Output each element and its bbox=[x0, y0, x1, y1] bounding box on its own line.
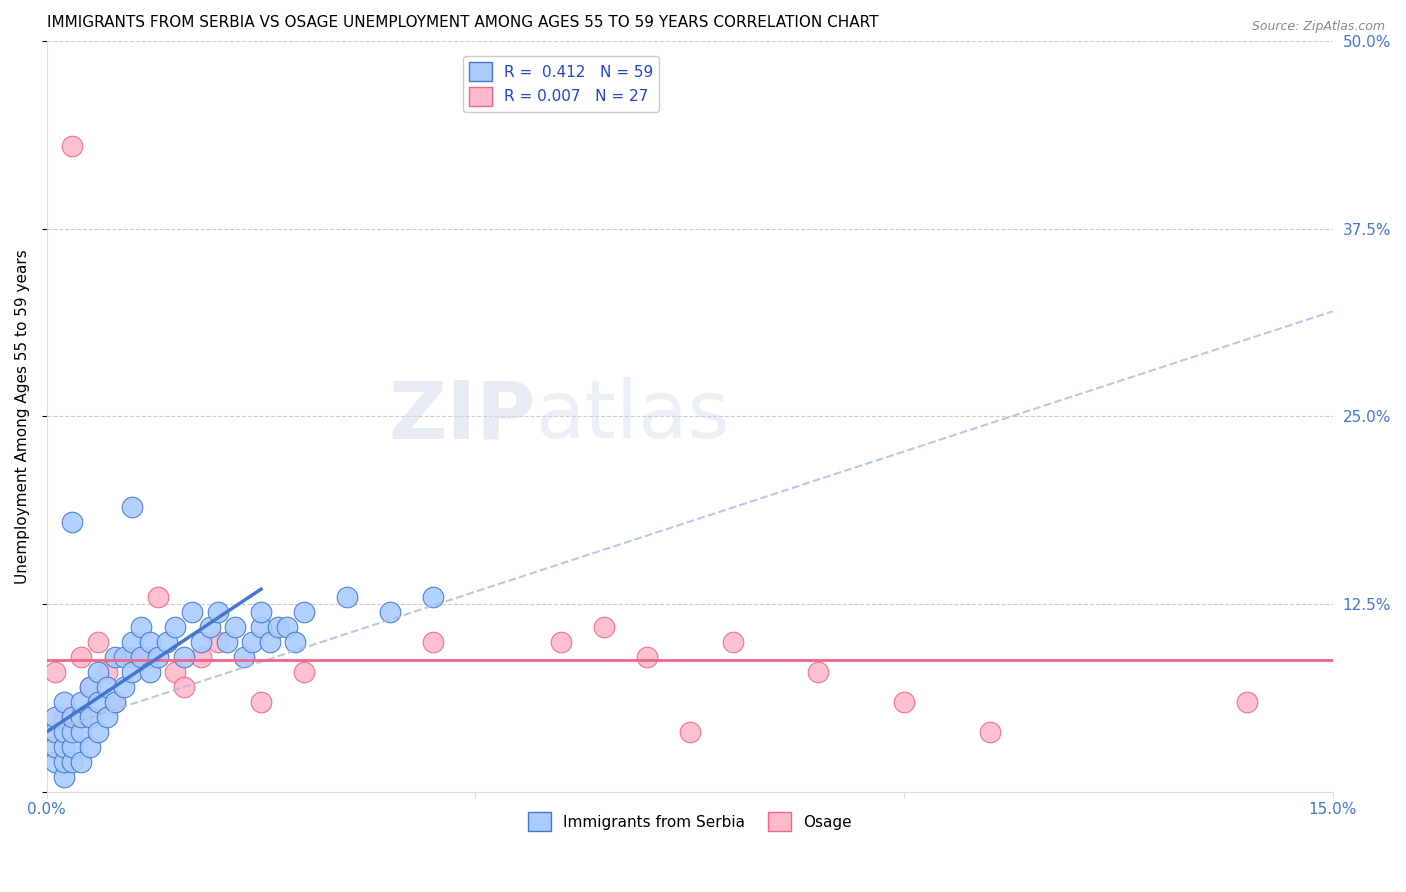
Point bbox=[96, 710, 118, 724]
Point bbox=[138, 665, 160, 679]
Point bbox=[284, 634, 307, 648]
Point bbox=[292, 605, 315, 619]
Point bbox=[60, 139, 83, 153]
Point bbox=[70, 710, 93, 724]
Point bbox=[60, 515, 83, 529]
Point bbox=[44, 755, 66, 769]
Point bbox=[224, 620, 246, 634]
Point bbox=[190, 634, 212, 648]
Point bbox=[679, 724, 702, 739]
Point bbox=[207, 605, 229, 619]
Point bbox=[422, 634, 444, 648]
Point bbox=[721, 634, 744, 648]
Point bbox=[593, 620, 616, 634]
Point bbox=[893, 695, 915, 709]
Point bbox=[87, 665, 110, 679]
Point bbox=[207, 634, 229, 648]
Point bbox=[79, 710, 101, 724]
Point bbox=[70, 755, 93, 769]
Point bbox=[146, 590, 169, 604]
Point bbox=[87, 724, 110, 739]
Point bbox=[190, 649, 212, 664]
Point bbox=[1236, 695, 1258, 709]
Point bbox=[70, 649, 93, 664]
Point bbox=[146, 649, 169, 664]
Text: atlas: atlas bbox=[536, 377, 730, 456]
Point bbox=[250, 695, 273, 709]
Point bbox=[104, 649, 127, 664]
Point bbox=[52, 770, 75, 784]
Point bbox=[60, 710, 83, 724]
Legend: Immigrants from Serbia, Osage: Immigrants from Serbia, Osage bbox=[522, 806, 858, 837]
Point bbox=[121, 634, 143, 648]
Point bbox=[173, 680, 195, 694]
Point bbox=[422, 590, 444, 604]
Point bbox=[60, 739, 83, 754]
Point bbox=[181, 605, 204, 619]
Point bbox=[52, 724, 75, 739]
Point bbox=[70, 724, 93, 739]
Point bbox=[336, 590, 359, 604]
Point bbox=[104, 695, 127, 709]
Point bbox=[267, 620, 290, 634]
Point bbox=[96, 680, 118, 694]
Point bbox=[165, 620, 187, 634]
Point bbox=[121, 665, 143, 679]
Point bbox=[215, 634, 238, 648]
Point bbox=[979, 724, 1001, 739]
Point bbox=[165, 665, 187, 679]
Point bbox=[44, 665, 66, 679]
Point bbox=[807, 665, 830, 679]
Text: Source: ZipAtlas.com: Source: ZipAtlas.com bbox=[1251, 20, 1385, 33]
Point bbox=[52, 710, 75, 724]
Point bbox=[250, 605, 273, 619]
Point bbox=[112, 649, 135, 664]
Point bbox=[121, 500, 143, 514]
Point bbox=[276, 620, 298, 634]
Point bbox=[52, 755, 75, 769]
Point bbox=[52, 695, 75, 709]
Point bbox=[242, 634, 264, 648]
Point bbox=[250, 620, 273, 634]
Point bbox=[104, 695, 127, 709]
Point bbox=[259, 634, 281, 648]
Point bbox=[156, 634, 179, 648]
Point bbox=[52, 739, 75, 754]
Point bbox=[138, 649, 160, 664]
Point bbox=[44, 724, 66, 739]
Point bbox=[70, 695, 93, 709]
Point bbox=[550, 634, 572, 648]
Point bbox=[129, 649, 152, 664]
Text: ZIP: ZIP bbox=[388, 377, 536, 456]
Point bbox=[232, 649, 254, 664]
Point bbox=[378, 605, 401, 619]
Point bbox=[79, 680, 101, 694]
Point bbox=[79, 739, 101, 754]
Point bbox=[87, 695, 110, 709]
Point bbox=[173, 649, 195, 664]
Point bbox=[79, 680, 101, 694]
Point bbox=[60, 755, 83, 769]
Point bbox=[87, 634, 110, 648]
Point bbox=[96, 665, 118, 679]
Point bbox=[60, 724, 83, 739]
Point bbox=[112, 680, 135, 694]
Y-axis label: Unemployment Among Ages 55 to 59 years: Unemployment Among Ages 55 to 59 years bbox=[15, 249, 30, 583]
Point bbox=[44, 710, 66, 724]
Point bbox=[138, 634, 160, 648]
Point bbox=[121, 649, 143, 664]
Point bbox=[636, 649, 658, 664]
Point bbox=[129, 620, 152, 634]
Point bbox=[292, 665, 315, 679]
Text: IMMIGRANTS FROM SERBIA VS OSAGE UNEMPLOYMENT AMONG AGES 55 TO 59 YEARS CORRELATI: IMMIGRANTS FROM SERBIA VS OSAGE UNEMPLOY… bbox=[46, 15, 879, 30]
Point bbox=[44, 739, 66, 754]
Point bbox=[198, 620, 221, 634]
